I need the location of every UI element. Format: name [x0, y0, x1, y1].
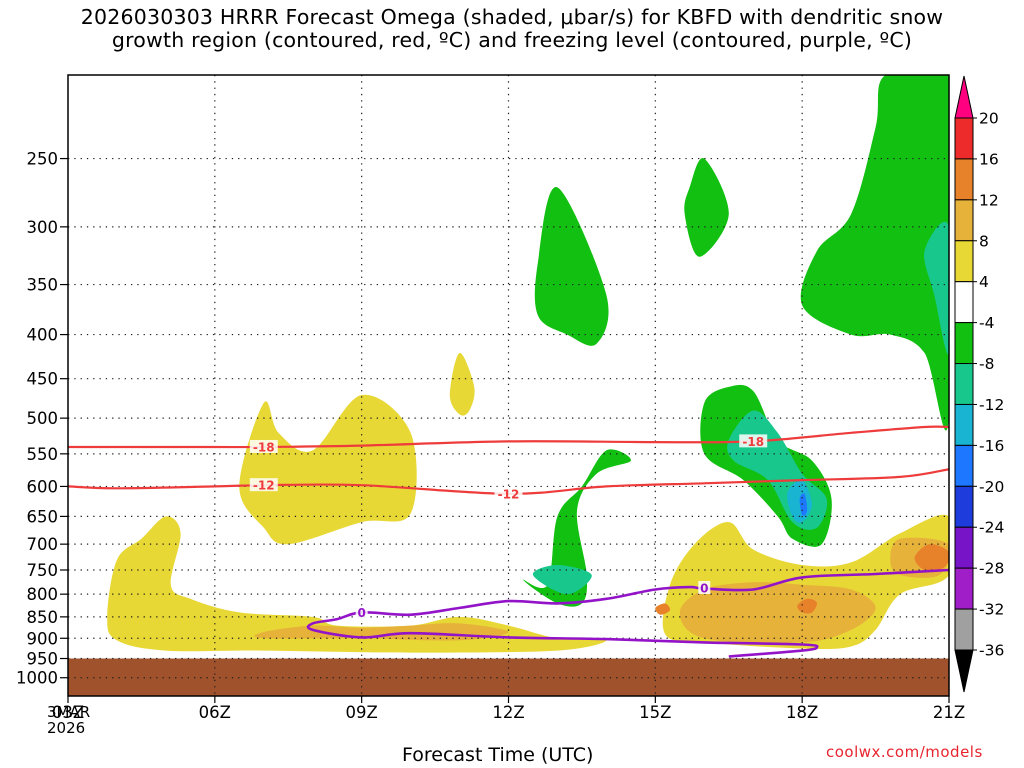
time-axis: 03Z 06Z 09Z 12Z 15Z 18Z 21Z [52, 696, 965, 722]
y-tick-label-1000: 1000 [16, 669, 58, 688]
contour-label-bg-1 [494, 486, 523, 500]
omega-region-7 [914, 544, 949, 571]
start-date-line-1: 3MAR [47, 703, 91, 721]
omega-region-19 [799, 493, 808, 516]
omega-shading [107, 75, 949, 653]
colorbar-label-13: -36 [979, 642, 1004, 660]
omega-region-1 [239, 394, 417, 545]
contour-label-0: -18 [253, 440, 275, 454]
y-tick-label-900: 900 [27, 629, 59, 648]
y-tick-label-350: 350 [27, 276, 59, 295]
colorbar-label-1: 16 [979, 150, 999, 168]
colorbar-bin-0 [954, 117, 974, 160]
colorbar-label-5: -4 [979, 314, 994, 332]
x-tick-label-06Z: 06Z [199, 703, 231, 722]
colorbar-bin-7 [954, 403, 974, 446]
y-tick-label-400: 400 [27, 326, 59, 345]
colorbar: 20 16 12 8 4 -4 -8 -12 -16 -20 -24 -28 -32 -36 [954, 75, 1004, 693]
contour-line-0 [68, 425, 949, 449]
omega-region-10 [523, 449, 632, 607]
x-tick-label-21Z: 21Z [933, 703, 965, 722]
omega-region-12 [684, 158, 729, 257]
omega-region-4 [254, 623, 509, 641]
colorbar-bin-6 [954, 363, 974, 405]
start-date-line-2: 2026 [47, 719, 86, 737]
omega-region-15 [532, 565, 592, 595]
x-axis-title: Forecast Time (UTC) [402, 744, 594, 766]
colorbar-label-7: -12 [979, 396, 1004, 414]
grid [68, 75, 949, 696]
colorbar-label-4: 4 [979, 273, 989, 291]
colorbar-bin-8 [954, 444, 974, 487]
colorbar-label-3: 8 [979, 232, 989, 250]
chart-title-line-1: 2026030303 HRRR Forecast Omega (shaded, … [80, 5, 944, 29]
colorbar-label-2: 12 [979, 191, 999, 209]
contour-label-1b: -12 [253, 479, 275, 493]
pressure-axis: 250 300 350 400 450 500 550 600 650 700 750 800 850 9… [16, 150, 68, 688]
chart-title-line-2: growth region (contoured, red, ºC) and f… [111, 28, 913, 52]
colorbar-label-10: -24 [979, 519, 1004, 537]
colorbar-bin-3 [954, 240, 974, 283]
omega-region-0 [107, 516, 607, 653]
y-tick-label-250: 250 [27, 150, 59, 169]
colorbar-bin-2 [954, 199, 974, 242]
colorbar-label-8: -16 [979, 437, 1004, 455]
colorbar-bin-9 [954, 485, 974, 528]
contour-label-bg-0 [249, 439, 278, 453]
omega-region-9 [655, 603, 671, 615]
y-tick-label-700: 700 [27, 535, 59, 554]
colorbar-label-9: -20 [979, 478, 1004, 496]
colorbar-label-11: -28 [979, 560, 1004, 578]
y-tick-label-750: 750 [27, 561, 59, 580]
ground-below-surface [68, 658, 949, 696]
contour-label-bg-2b [698, 581, 711, 595]
x-tick-label-18Z: 18Z [786, 703, 818, 722]
start-date: 3MAR 2026 [47, 704, 90, 736]
colorbar-bin-4 [954, 281, 974, 324]
contour-label-2: 0 [357, 606, 365, 620]
colorbar-top-arrow [954, 75, 974, 119]
omega-region-14 [800, 75, 949, 431]
y-tick-label-300: 300 [27, 218, 59, 237]
y-tick-label-650: 650 [27, 507, 59, 526]
x-tick-label-15Z: 15Z [639, 703, 671, 722]
contour-label-bg-2 [355, 605, 368, 619]
credit-link[interactable]: coolwx.com/models [826, 743, 983, 761]
x-tick-label-09Z: 09Z [346, 703, 378, 722]
temperature-contours: -18 -18 -12 -12 0 0 [68, 425, 949, 658]
x-tick-label-03Z: 03Z [52, 703, 84, 722]
x-tick-label-12Z: 12Z [492, 703, 524, 722]
contour-label-0b: -18 [742, 435, 764, 449]
colorbar-label-12: -32 [979, 601, 1004, 619]
colorbar-bin-1 [954, 158, 974, 201]
y-tick-label-850: 850 [27, 608, 59, 627]
y-tick-label-800: 800 [27, 585, 59, 604]
y-tick-label-950: 950 [27, 650, 59, 669]
colorbar-label-0: 20 [979, 110, 999, 128]
omega-region-5 [679, 582, 876, 644]
contour-label-bg-0b [739, 434, 768, 448]
omega-region-8 [797, 598, 818, 614]
colorbar-label-6: -8 [979, 355, 994, 373]
omega-region-11 [534, 187, 609, 346]
omega-region-2 [449, 352, 475, 416]
colorbar-bin-11 [954, 567, 974, 610]
y-tick-label-500: 500 [27, 409, 59, 428]
colorbar-bottom-arrow [954, 649, 974, 693]
contour-label-2b: 0 [700, 582, 708, 596]
colorbar-bin-12 [954, 608, 974, 651]
y-tick-label-450: 450 [27, 370, 59, 389]
colorbar-bin-5 [954, 322, 974, 365]
chart-title: 2026030303 HRRR Forecast Omega (shaded, … [0, 6, 1024, 52]
contour-label-bg-1b [249, 478, 278, 492]
contour-label-1: -12 [498, 487, 520, 501]
y-tick-label-550: 550 [27, 445, 59, 464]
y-tick-label-600: 600 [27, 477, 59, 496]
omega-region-17 [924, 221, 949, 355]
colorbar-bin-10 [954, 526, 974, 569]
